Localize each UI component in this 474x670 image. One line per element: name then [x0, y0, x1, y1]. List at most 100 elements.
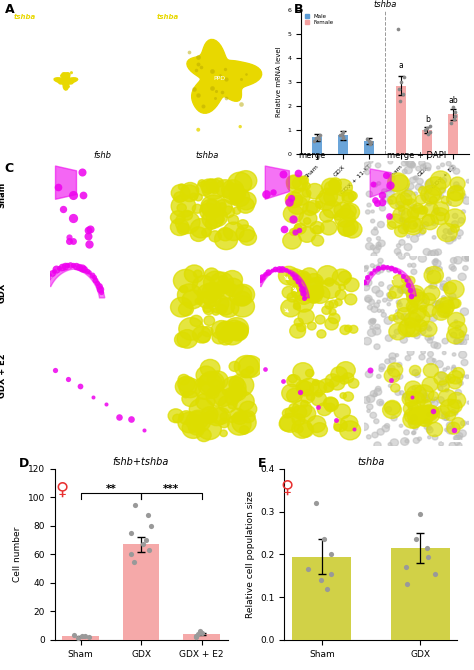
Circle shape [229, 389, 243, 401]
Bar [338, 135, 348, 154]
Circle shape [198, 332, 210, 342]
Circle shape [450, 257, 457, 263]
Circle shape [417, 295, 420, 297]
Point [74, 632, 82, 643]
Circle shape [198, 373, 222, 396]
Point [59, 204, 66, 214]
Circle shape [207, 200, 217, 209]
Circle shape [178, 377, 195, 392]
Circle shape [299, 176, 309, 184]
Y-axis label: Relative mRNA level: Relative mRNA level [276, 47, 282, 117]
Circle shape [174, 192, 186, 202]
Circle shape [397, 374, 403, 379]
Circle shape [440, 297, 453, 309]
Circle shape [412, 386, 416, 390]
Circle shape [419, 389, 427, 397]
Circle shape [297, 324, 306, 332]
Text: ♂: ♂ [116, 14, 128, 27]
Circle shape [437, 166, 440, 169]
Point [413, 534, 420, 545]
Circle shape [410, 177, 416, 183]
Circle shape [306, 184, 323, 199]
Circle shape [180, 285, 188, 293]
Point [289, 214, 297, 224]
Circle shape [387, 214, 403, 228]
Circle shape [203, 306, 214, 314]
Circle shape [431, 208, 449, 224]
Point [279, 376, 286, 387]
Circle shape [425, 177, 446, 196]
Text: ***: *** [163, 484, 179, 494]
Circle shape [283, 409, 293, 418]
Circle shape [218, 298, 239, 317]
Circle shape [427, 201, 432, 206]
Point [195, 58, 202, 69]
Circle shape [431, 342, 438, 348]
Circle shape [307, 416, 326, 432]
Circle shape [392, 275, 407, 288]
Point [447, 117, 455, 128]
Circle shape [403, 159, 407, 163]
Circle shape [410, 204, 417, 210]
Circle shape [325, 374, 340, 387]
Text: B: B [294, 3, 303, 16]
Circle shape [287, 375, 301, 387]
Circle shape [388, 173, 408, 192]
Circle shape [331, 180, 338, 186]
Circle shape [432, 301, 440, 308]
Circle shape [326, 403, 335, 412]
Circle shape [406, 160, 414, 167]
Point [147, 521, 155, 531]
Circle shape [334, 424, 342, 431]
Circle shape [312, 423, 328, 437]
Circle shape [344, 278, 359, 291]
Circle shape [241, 369, 250, 377]
Circle shape [385, 359, 390, 364]
Circle shape [381, 313, 386, 317]
Point [383, 262, 391, 273]
Legend: Male, Female: Male, Female [304, 13, 335, 26]
Circle shape [317, 266, 338, 284]
Circle shape [446, 375, 456, 383]
Circle shape [206, 387, 228, 406]
Circle shape [378, 240, 385, 247]
Circle shape [410, 163, 416, 168]
Circle shape [418, 255, 427, 262]
Point [297, 387, 304, 397]
Circle shape [418, 437, 421, 441]
Circle shape [282, 286, 295, 298]
Circle shape [229, 361, 240, 371]
Circle shape [208, 295, 229, 313]
Point [237, 121, 244, 132]
Circle shape [456, 433, 463, 438]
Circle shape [417, 207, 425, 214]
Circle shape [203, 271, 228, 293]
Point [61, 261, 68, 271]
Circle shape [443, 368, 447, 371]
Point [194, 89, 201, 100]
Circle shape [388, 200, 393, 204]
Circle shape [313, 226, 321, 234]
Circle shape [404, 189, 412, 196]
Point [378, 197, 386, 208]
Circle shape [451, 409, 456, 414]
Circle shape [437, 397, 444, 403]
Circle shape [460, 193, 466, 198]
Circle shape [419, 187, 427, 194]
Circle shape [321, 220, 337, 235]
Circle shape [286, 194, 295, 202]
Circle shape [428, 285, 432, 288]
Circle shape [421, 395, 429, 402]
Circle shape [234, 413, 242, 421]
Point [84, 224, 92, 235]
Circle shape [407, 289, 425, 306]
Circle shape [210, 284, 225, 298]
Circle shape [310, 381, 327, 395]
Circle shape [306, 369, 314, 377]
Circle shape [340, 421, 361, 440]
Circle shape [229, 377, 244, 391]
Circle shape [398, 224, 409, 234]
Circle shape [379, 364, 385, 369]
Circle shape [457, 443, 462, 448]
Circle shape [211, 320, 232, 339]
